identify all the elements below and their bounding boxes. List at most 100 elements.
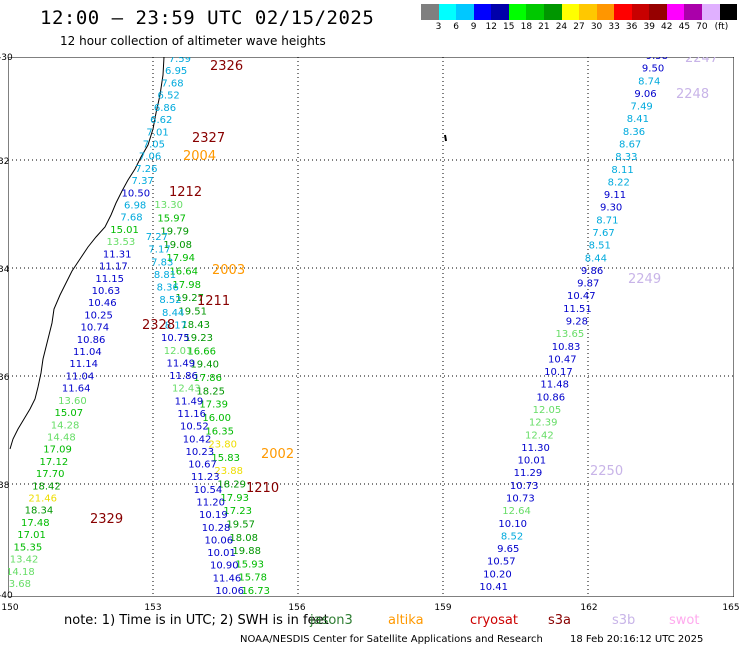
swh-value: 11.29 — [514, 468, 543, 479]
scale-swatch — [596, 4, 615, 20]
swh-value: 12.01 — [164, 346, 193, 357]
swh-value: 10.01 — [517, 456, 546, 467]
mission-legend-item: s3a — [548, 613, 572, 628]
swh-value: 10.42 — [183, 434, 212, 445]
swh-value: 10.63 — [92, 286, 121, 297]
swh-value: 19.57 — [226, 519, 255, 530]
swh-value: 11.04 — [73, 347, 102, 358]
swh-value: 8.67 — [619, 140, 641, 151]
scale-label: 70 — [696, 22, 708, 32]
swh-value: 14.48 — [47, 433, 76, 444]
swh-value: 17.94 — [166, 253, 195, 264]
pass-number-label: 2003 — [212, 263, 245, 278]
swh-value: 11.64 — [62, 384, 91, 395]
pass-number-label: 2249 — [628, 272, 661, 287]
swh-value: 17.12 — [40, 457, 69, 468]
scale-swatch — [684, 4, 702, 20]
swh-value: 17.93 — [220, 493, 249, 504]
swh-value: 19.08 — [163, 240, 192, 251]
swh-value: 10.57 — [487, 557, 516, 568]
swh-value: 11.16 — [177, 409, 206, 420]
swh-value: 13.60 — [58, 396, 87, 407]
swh-value: 10.01 — [207, 548, 236, 559]
graticule — [8, 57, 734, 597]
scale-swatch — [508, 4, 527, 20]
scale-swatch — [561, 4, 580, 20]
swh-tracks: 7.596.957.686.526.866.627.017.057.067.26… — [8, 57, 668, 597]
longitude-label: 153 — [144, 603, 162, 613]
swh-value: 8.52 — [501, 531, 523, 542]
scale-swatch — [719, 4, 738, 20]
swh-value: 18.43 — [181, 320, 210, 331]
swh-value: 19.27 — [175, 293, 204, 304]
scale-swatch — [666, 4, 685, 20]
credit-text: NOAA/NESDIS Center for Satellite Applica… — [240, 634, 543, 645]
scale-label: 18 — [520, 22, 533, 32]
longitude-label: 156 — [288, 603, 306, 613]
scale-swatch — [421, 4, 439, 20]
swh-value: 11.20 — [196, 498, 225, 509]
scale-label: 15 — [503, 22, 515, 32]
latitude-label: 34 — [0, 265, 10, 275]
swh-value: 7.67 — [592, 228, 614, 239]
latitude-label: -30 — [0, 53, 13, 63]
swh-value: 15.07 — [54, 408, 83, 419]
swh-value: 8.17 — [165, 321, 187, 332]
swh-value: 17.09 — [43, 445, 72, 456]
swh-value: 18.42 — [32, 481, 61, 492]
scale-label: 24 — [555, 22, 568, 32]
swh-value: 7.37 — [132, 176, 154, 187]
swh-value: 19.79 — [160, 227, 189, 238]
swh-value: 13.65 — [556, 329, 585, 340]
swh-value: 7.06 — [139, 152, 161, 163]
swh-value: 8.44 — [162, 308, 184, 319]
swh-value: 7.68 — [120, 213, 142, 224]
pass-number-label: 2247 — [685, 57, 718, 66]
swh-value: 11.14 — [69, 359, 98, 370]
swh-value: 17.48 — [21, 518, 50, 529]
swh-value: 10.74 — [80, 323, 109, 334]
swh-value: 8.36 — [157, 283, 179, 294]
scale-swatch — [631, 4, 650, 20]
swh-value: 7.68 — [161, 78, 183, 89]
island-mark — [444, 134, 447, 142]
scale-label: 42 — [661, 22, 673, 32]
coastline — [9, 57, 165, 450]
scale-label: 30 — [590, 22, 603, 32]
swh-value: 11.17 — [99, 262, 128, 273]
swh-value: 7.17 — [148, 245, 170, 256]
swh-value: 11.51 — [563, 304, 592, 315]
swh-value: 15.93 — [235, 559, 264, 570]
mission-legend-item: jason3 — [310, 613, 353, 628]
swh-value: 15.01 — [110, 225, 139, 236]
swh-value: 16.66 — [187, 346, 216, 357]
swh-value: 8.22 — [608, 177, 630, 188]
swh-value: 12.42 — [525, 430, 554, 441]
swh-value: 7.49 — [631, 102, 653, 113]
swh-value: 10.83 — [552, 342, 581, 353]
scale-swatch — [702, 4, 720, 20]
swh-value: 10.86 — [77, 335, 106, 346]
scale-swatch — [614, 4, 632, 20]
scale-label: 33 — [608, 22, 620, 32]
swh-value: 10.50 — [121, 188, 150, 199]
scale-label: 9 — [470, 22, 477, 32]
swh-value: 23.80 — [208, 440, 237, 451]
swh-value: 8.81 — [154, 270, 176, 281]
swh-value: 14.18 — [8, 567, 35, 578]
pass-labels: 2326 2327 2004 1212 2003 1211 2328 2002 1210 2329… — [90, 57, 718, 527]
swh-value: 10.25 — [84, 310, 113, 321]
swh-value: 11.30 — [521, 443, 550, 454]
swh-value: 10.17 — [544, 367, 573, 378]
swh-value: 10.73 — [510, 481, 539, 492]
swh-value: 9.28 — [566, 317, 588, 328]
swh-value: 11.49 — [166, 358, 195, 369]
swh-value: 8.52 — [159, 295, 181, 306]
swh-value: 9.58 — [646, 57, 668, 62]
longitude-label: 165 — [722, 603, 740, 613]
swh-value: 16.35 — [205, 426, 234, 437]
scale-swatch — [543, 4, 562, 20]
swh-value: 15.83 — [211, 453, 240, 464]
swh-value: 6.52 — [158, 91, 180, 102]
swh-value: 11.04 — [66, 371, 95, 382]
